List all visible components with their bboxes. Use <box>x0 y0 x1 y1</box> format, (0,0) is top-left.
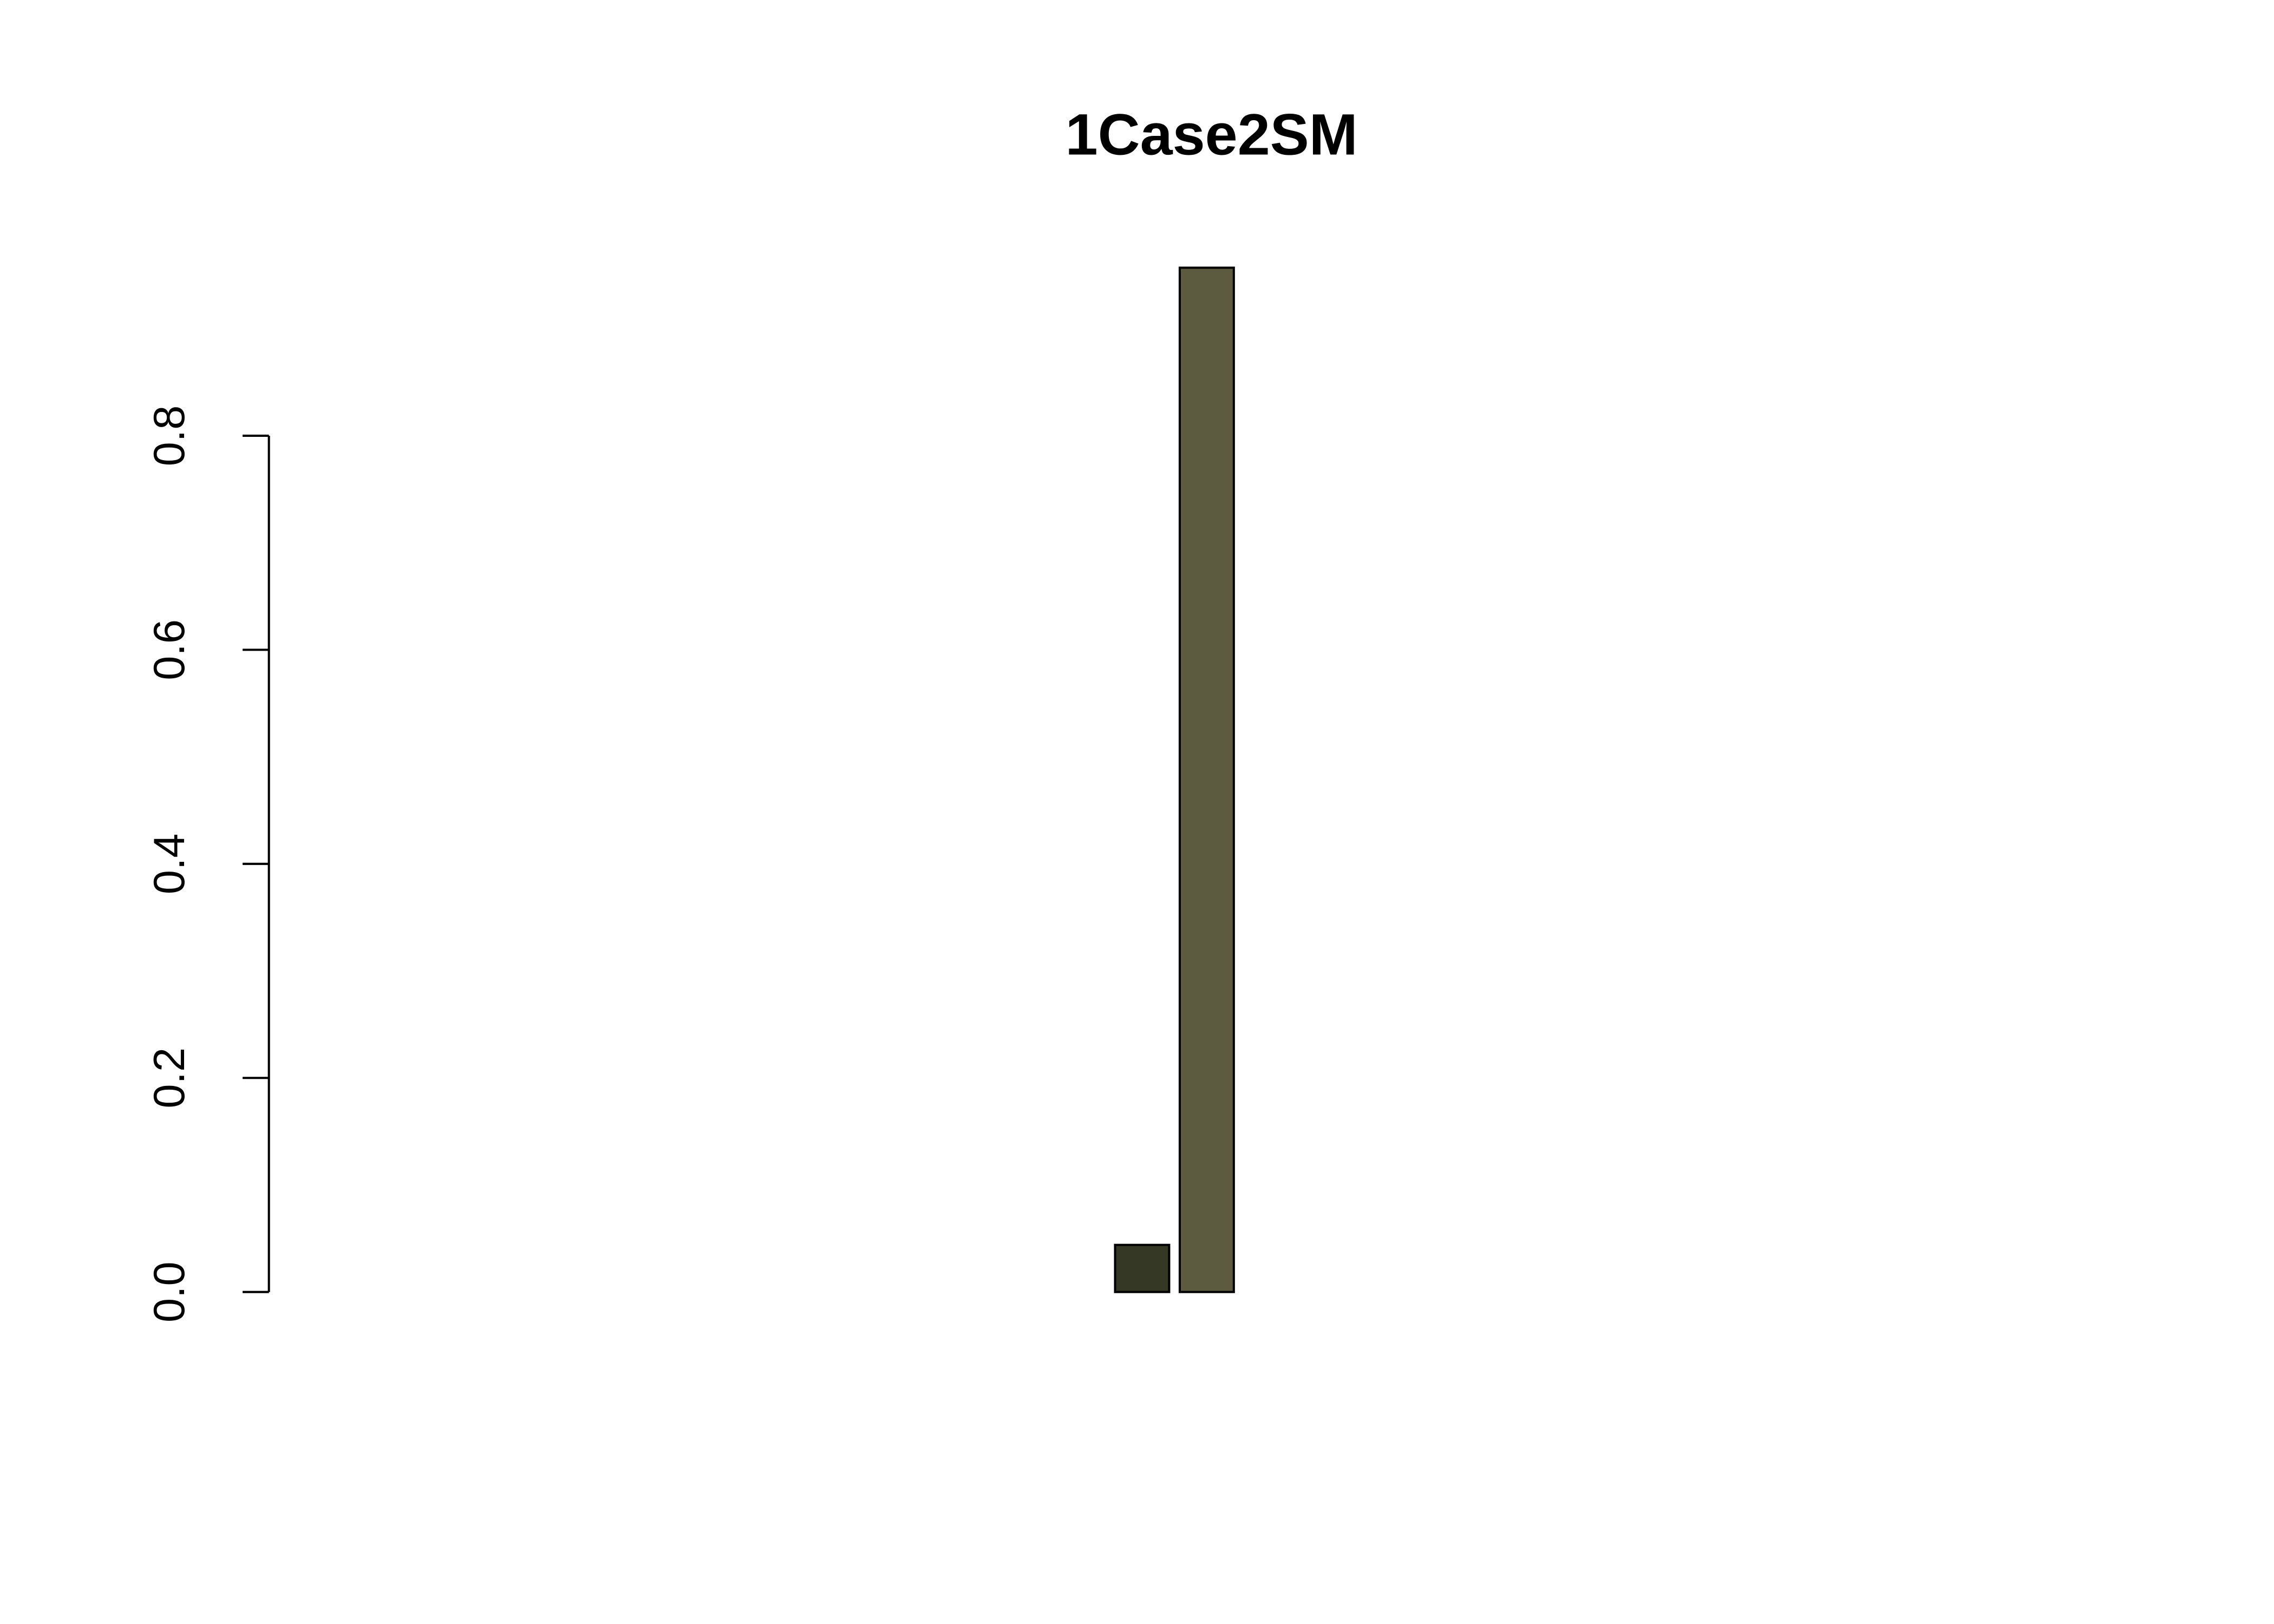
y-tick-label: 0.0 <box>145 1261 194 1322</box>
y-tick-label: 0.6 <box>145 619 194 680</box>
y-tick-label: 0.2 <box>145 1047 194 1109</box>
bar <box>1178 266 1235 1293</box>
chart-title: 1Case2SM <box>1066 102 1358 167</box>
bar <box>1114 1243 1171 1293</box>
y-tick-label: 0.8 <box>145 405 194 467</box>
y-tick-label: 0.4 <box>145 834 194 895</box>
